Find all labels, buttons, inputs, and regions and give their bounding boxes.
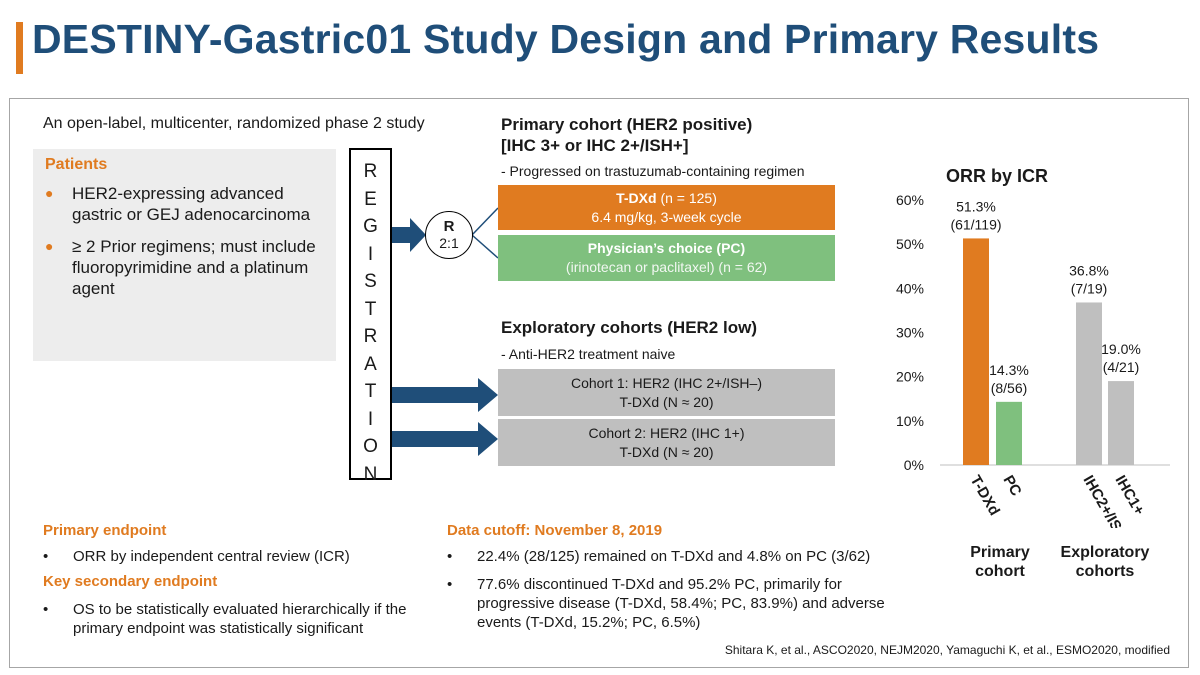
bar: [963, 238, 989, 465]
data-cutoff-heading: Data cutoff: November 8, 2019: [447, 522, 663, 539]
bar: [996, 401, 1022, 465]
bar-count-label: (7/19): [1071, 280, 1108, 296]
slide-title: DESTINY-Gastric01 Study Design and Prima…: [32, 16, 1100, 62]
randomization-ratio: 2:1: [439, 235, 459, 251]
bar: [1076, 302, 1102, 465]
cohort-1-line1: Cohort 1: HER2 (IHC 2+/ISH–): [570, 375, 762, 391]
bullet-icon: ●: [45, 238, 54, 254]
randomization-circle: R 2:1: [425, 211, 473, 259]
registration-letter: O: [363, 436, 378, 457]
primary-cohort-subtitle: [IHC 3+ or IHC 2+/ISH+]: [501, 136, 689, 155]
arrow-to-randomization: [392, 218, 426, 252]
exploratory-cohorts-note: - Anti-HER2 treatment naive: [501, 346, 676, 362]
split-line-bottom: [471, 234, 499, 259]
patients-item: ● HER2-expressing advanced gastric or GE…: [45, 184, 311, 224]
orr-bar-chart: 60% 50% 40% 30% 20% 10% 0% 51.3% (61/119) T-DXd 14…: [896, 192, 1170, 528]
y-tick-label: 60%: [896, 192, 924, 208]
registration-letter: A: [364, 353, 377, 375]
data-cutoff-item: • 77.6% discontinued T-DXd and 95.2% PC,…: [447, 576, 885, 631]
patients-heading: Patients: [45, 156, 108, 173]
pc-arm-detail: (irinotecan or paclitaxel) (n = 62): [565, 259, 768, 275]
bar-count-label: (4/21): [1103, 359, 1140, 375]
exploratory-cohorts-title: Exploratory cohorts (HER2 low): [501, 318, 757, 337]
tdxd-arm-name: T-DXd: [616, 190, 657, 206]
y-tick-label: 40%: [896, 280, 924, 296]
split-line-top: [471, 207, 499, 236]
tdxd-arm-box: T-DXd (n = 125) 6.4 mg/kg, 3-week cycle: [498, 185, 835, 230]
cohort-2-box: Cohort 2: HER2 (IHC 1+) T-DXd (N ≈ 20): [498, 419, 835, 466]
y-tick-label: 20%: [896, 369, 924, 385]
registration-letter: R: [363, 326, 378, 347]
bar-value-label: 36.8%: [1069, 262, 1109, 278]
registration-letter: G: [363, 216, 378, 237]
registration-letter: I: [367, 408, 374, 430]
key-secondary-endpoint-heading: Key secondary endpoint: [43, 573, 218, 590]
tdxd-arm-detail: 6.4 mg/kg, 3-week cycle: [591, 209, 742, 225]
primary-endpoint-item: • ORR by independent central review (ICR…: [43, 548, 350, 565]
bar-count-label: (8/56): [991, 380, 1028, 396]
title-accent-bar: [16, 22, 23, 74]
cohort-1-box: Cohort 1: HER2 (IHC 2+/ISH–) T-DXd (N ≈ …: [498, 369, 835, 416]
bar-value-label: 51.3%: [956, 198, 996, 214]
bullet-icon: •: [43, 548, 49, 565]
bar: [1108, 381, 1134, 465]
bullet-icon: •: [447, 548, 453, 565]
bar-value-label: 19.0%: [1101, 341, 1141, 357]
bar-value-label: 14.3%: [989, 362, 1029, 378]
patients-panel: [33, 149, 336, 361]
bullet-icon: •: [447, 576, 453, 593]
y-tick-label: 10%: [896, 413, 924, 429]
y-tick-label: 30%: [896, 325, 924, 341]
exploratory-group-label: Exploratory cohorts: [1060, 544, 1150, 580]
chart-title: ORR by ICR: [946, 166, 1049, 186]
content-frame: [9, 98, 1189, 668]
y-tick-label: 50%: [896, 236, 924, 252]
bullet-icon: ●: [45, 185, 54, 201]
primary-cohort-group-label: Primary cohort: [970, 544, 1030, 580]
x-category-label: PC: [1000, 473, 1025, 500]
registration-letter: I: [367, 243, 374, 265]
cohort-1-line2: T-DXd (N ≈ 20): [619, 394, 714, 410]
registration-letter: T: [364, 381, 377, 402]
pc-arm-name: Physician’s choice (PC): [587, 240, 746, 256]
key-secondary-endpoint-item: • OS to be statistically evaluated hiera…: [43, 601, 407, 637]
y-tick-label: 0%: [904, 457, 924, 473]
pc-arm-box: Physician’s choice (PC) (irinotecan or p…: [498, 235, 835, 281]
registration-letter: R: [363, 161, 378, 182]
primary-cohort-note: - Progressed on trastuzumab-containing r…: [501, 163, 805, 179]
registration-letter: T: [364, 298, 377, 320]
primary-cohort-title: Primary cohort (HER2 positive): [501, 115, 753, 134]
randomization-label: R: [443, 218, 455, 235]
bar-count-label: (61/119): [950, 216, 1001, 232]
data-cutoff-item: • 22.4% (28/125) remained on T-DXd and 4…: [447, 548, 871, 565]
x-category-label: T-DXd: [967, 473, 1003, 519]
study-subtitle: An open-label, multicenter, randomized p…: [43, 115, 425, 132]
citation: Shitara K, et al., ASCO2020, NEJM2020, Y…: [724, 643, 1170, 657]
bullet-icon: •: [43, 601, 49, 618]
registration-letter: S: [364, 271, 377, 292]
tdxd-arm-count: (n = 125): [656, 190, 717, 206]
registration-letter: N: [363, 463, 378, 485]
arrow-to-cohort-2: [392, 422, 498, 456]
cohort-2-line1: Cohort 2: HER2 (IHC 1+): [588, 425, 745, 441]
cohort-2-line2: T-DXd (N ≈ 20): [619, 444, 714, 460]
arrow-to-cohort-1: [392, 378, 498, 412]
patients-item: ● ≥ 2 Prior regimens; must include fluor…: [45, 237, 316, 298]
primary-endpoint-heading: Primary endpoint: [43, 522, 167, 539]
registration-letter: E: [364, 188, 377, 210]
